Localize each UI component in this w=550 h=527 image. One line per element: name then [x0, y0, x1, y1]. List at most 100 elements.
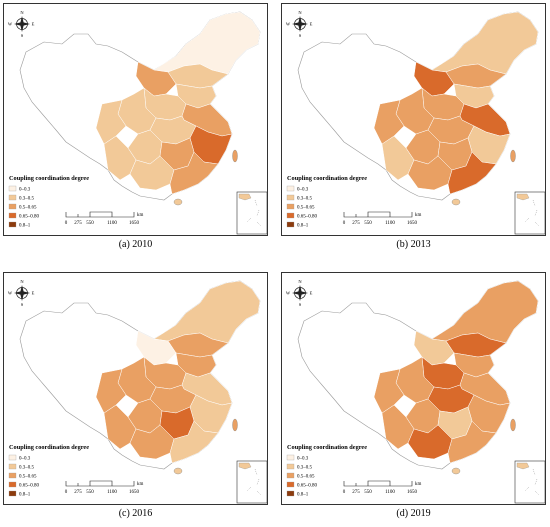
- scale-tick-label: 550: [86, 221, 94, 226]
- legend-label: 0.5–0.65: [19, 206, 37, 211]
- province-region: [169, 420, 219, 464]
- legend-label: 0.65–0.80: [297, 215, 318, 220]
- legend: Coupling coordination degree 0–0.3 0.3–0.5…: [8, 175, 89, 229]
- scale-tick-label: 1100: [385, 490, 395, 495]
- legend-label: 0.3–0.5: [297, 197, 313, 202]
- legend-label: 0.65–0.80: [19, 484, 40, 489]
- compass-e-label: E: [310, 291, 313, 296]
- scale-unit-label: km: [137, 482, 144, 487]
- island: [451, 198, 461, 206]
- legend-label: 0.5–0.65: [297, 206, 315, 211]
- legend-label: 0.3–0.5: [297, 466, 313, 471]
- scale-tick-label: 0: [343, 490, 346, 495]
- island: [173, 467, 183, 475]
- legend-title: Coupling coordination degree: [287, 444, 367, 451]
- island: [451, 467, 461, 475]
- scale-bar: 0 275 550 1100 1650 km: [65, 211, 144, 226]
- legend-label: 0–0.3: [297, 457, 309, 462]
- legend-swatch: [8, 463, 17, 470]
- island: [232, 149, 238, 163]
- compass-n-label: N: [20, 10, 24, 15]
- compass-w-label: W: [286, 291, 291, 296]
- north-arrow-icon: N S W E: [286, 279, 313, 307]
- scale-tick-label: 1650: [129, 221, 140, 226]
- province-region: [95, 368, 127, 414]
- south-china-sea-inset: [236, 460, 267, 504]
- compass-w-label: W: [286, 22, 291, 27]
- scale-bar: 0 275 550 1100 1650 km: [343, 211, 422, 226]
- legend-swatch: [8, 185, 17, 192]
- china-map: N S W E Coupling coordination degree 0–0.3 0.3…: [286, 279, 545, 504]
- panel-caption-2019: (d) 2019: [396, 508, 431, 519]
- north-arrow-icon: N S W E: [8, 279, 35, 307]
- legend-swatch: [8, 454, 17, 461]
- legend-swatch: [286, 194, 295, 201]
- legend-swatch: [8, 221, 17, 228]
- compass-s-label: S: [21, 33, 24, 38]
- legend-swatch: [286, 490, 295, 497]
- compass-n-label: N: [20, 279, 24, 284]
- map-panel-2013: N S W E Coupling coordination degree 0–0.3 0.3…: [281, 3, 546, 236]
- legend-swatch: [8, 203, 17, 210]
- compass-w-label: W: [8, 22, 13, 27]
- compass-e-label: E: [32, 291, 35, 296]
- panel-caption-2016: (c) 2016: [118, 508, 153, 519]
- south-china-sea-inset: [514, 191, 545, 235]
- scale-unit-label: km: [415, 213, 422, 218]
- panel-caption-2010: (a) 2010: [118, 239, 153, 250]
- scale-tick-label: 0: [343, 221, 346, 226]
- scale-tick-label: 275: [74, 490, 82, 495]
- province-region: [373, 99, 405, 145]
- province-region: [447, 151, 497, 195]
- compass-e-label: E: [310, 22, 313, 27]
- island: [510, 418, 516, 432]
- scale-bar: 0 275 550 1100 1650 km: [343, 480, 422, 495]
- legend-label: 0–0.3: [297, 188, 309, 193]
- legend-label: 0.65–0.80: [19, 215, 40, 220]
- legend-label: 0.8–1: [297, 493, 309, 498]
- map-panel-2010: N S W E Coupling coordination degree 0–0.3 0.3…: [3, 3, 268, 236]
- province-region: [153, 280, 261, 344]
- legend-swatch: [286, 472, 295, 479]
- legend-title: Coupling coordination degree: [9, 444, 89, 451]
- legend-label: 0.65–0.80: [297, 484, 318, 489]
- legend: Coupling coordination degree 0–0.3 0.3–0.5…: [286, 175, 367, 229]
- scale-tick-label: 1100: [107, 221, 117, 226]
- legend-swatch: [8, 481, 17, 488]
- compass-s-label: S: [299, 33, 302, 38]
- island: [510, 149, 516, 163]
- legend: Coupling coordination degree 0–0.3 0.3–0.5…: [8, 444, 89, 498]
- province-region: [169, 151, 219, 195]
- map-panel-2016: N S W E Coupling coordination degree 0–0.3 0.3…: [3, 272, 268, 505]
- legend-title: Coupling coordination degree: [9, 175, 89, 182]
- compass-w-label: W: [8, 291, 13, 296]
- scale-tick-label: 550: [86, 490, 94, 495]
- legend-label: 0.5–0.65: [297, 475, 315, 480]
- legend: Coupling coordination degree 0–0.3 0.3–0.5…: [286, 444, 367, 498]
- south-china-sea-inset: [514, 460, 545, 504]
- compass-s-label: S: [299, 302, 302, 307]
- panel-caption-2013: (b) 2013: [396, 239, 431, 250]
- legend-swatch: [286, 463, 295, 470]
- legend-swatch: [8, 212, 17, 219]
- china-map: N S W E Coupling coordination degree 0–0.3 0.3…: [286, 10, 545, 235]
- legend-swatch: [286, 454, 295, 461]
- legend-title: Coupling coordination degree: [287, 175, 367, 182]
- scale-tick-label: 550: [364, 221, 372, 226]
- province-region: [431, 280, 539, 344]
- legend-swatch: [286, 481, 295, 488]
- compass-e-label: E: [32, 22, 35, 27]
- legend-label: 0.3–0.5: [19, 466, 35, 471]
- map-panel-2019: N S W E Coupling coordination degree 0–0.3 0.3…: [281, 272, 546, 505]
- scale-tick-label: 1650: [129, 490, 140, 495]
- legend-label: 0–0.3: [19, 188, 31, 193]
- compass-n-label: N: [298, 10, 302, 15]
- legend-label: 0.8–1: [297, 224, 309, 229]
- scale-tick-label: 1650: [407, 221, 418, 226]
- scale-tick-label: 275: [352, 221, 360, 226]
- north-arrow-icon: N S W E: [8, 10, 35, 38]
- province-region: [447, 420, 497, 464]
- province-region: [373, 368, 405, 414]
- legend-label: 0.8–1: [19, 224, 31, 229]
- scale-tick-label: 275: [352, 490, 360, 495]
